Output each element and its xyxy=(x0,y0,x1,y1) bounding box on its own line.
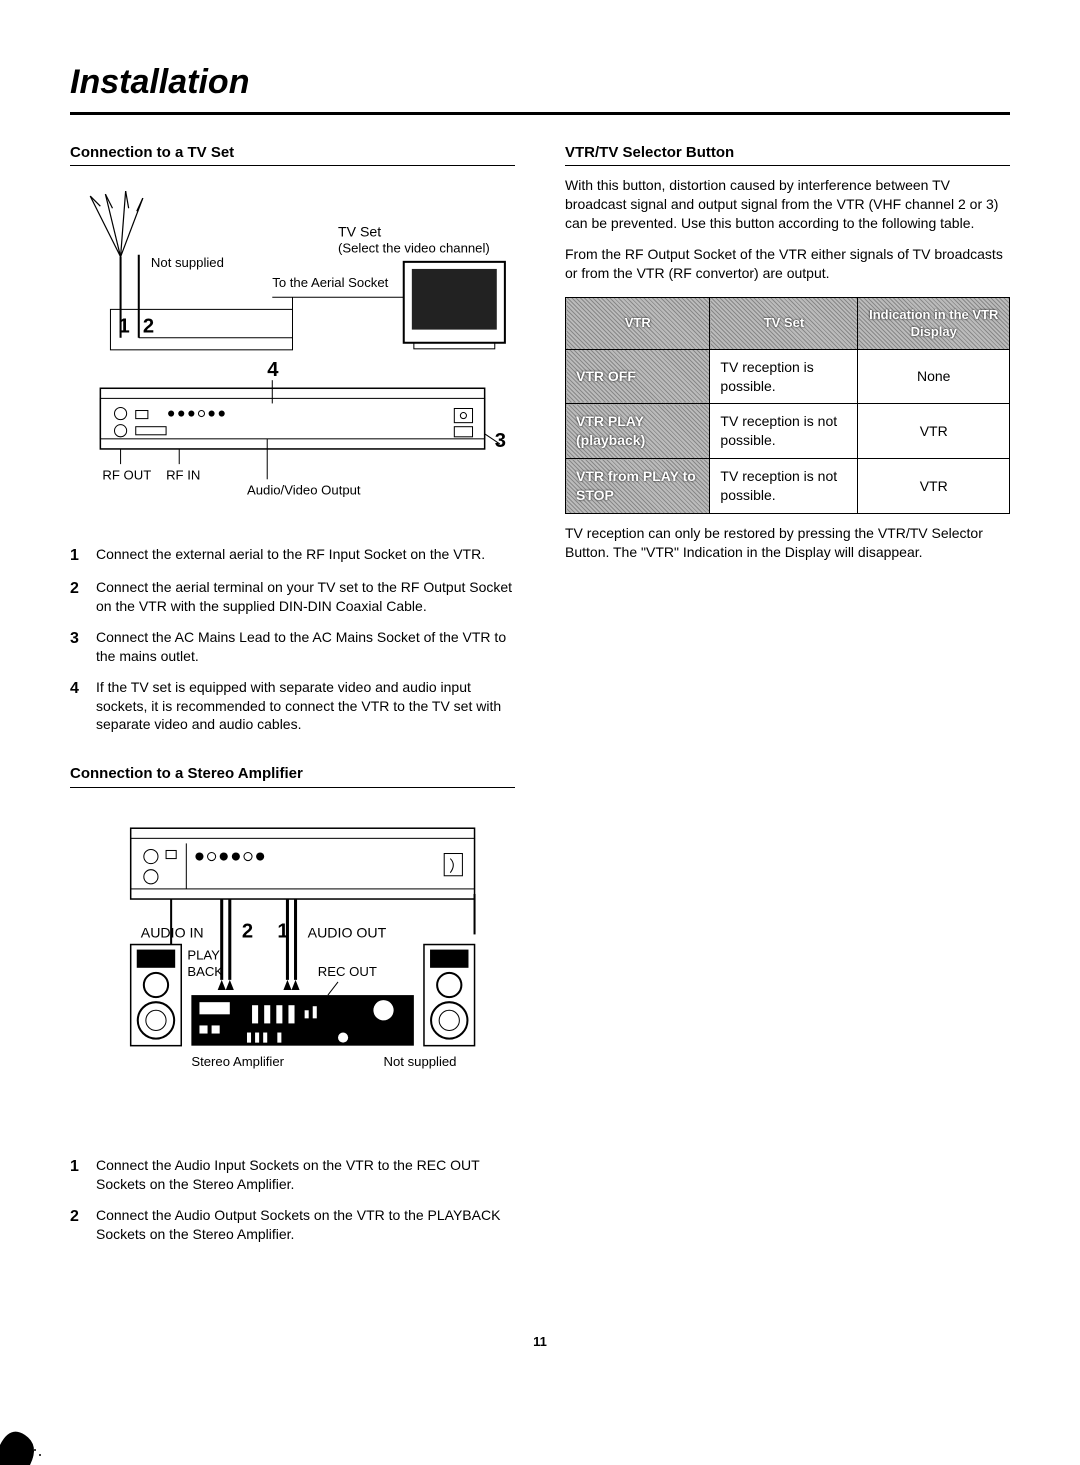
step-text: If the TV set is equipped with separate … xyxy=(96,678,515,735)
callout-4: 4 xyxy=(267,359,279,381)
amp-callout-1: 1 xyxy=(277,920,288,942)
callout-2: 2 xyxy=(143,316,154,338)
label-play: PLAY xyxy=(187,947,220,962)
tvset-diagram: Not supplied TV Set (Select the video ch… xyxy=(70,186,515,500)
step-num: 3 xyxy=(70,628,96,666)
label-rfin: RF IN xyxy=(166,467,200,482)
right-column: VTR/TV Selector Button With this button,… xyxy=(565,143,1010,1274)
callout-3: 3 xyxy=(495,430,506,452)
left-column: Connection to a TV Set Not supplied TV S… xyxy=(70,143,515,1274)
selector-para1: With this button, distortion caused by i… xyxy=(565,176,1010,233)
label-to-aerial: To the Aerial Socket xyxy=(272,275,388,290)
cell-disp: VTR xyxy=(858,404,1010,459)
label-not-supplied-2: Not supplied xyxy=(384,1054,457,1069)
th-vtr: VTR xyxy=(566,297,710,349)
label-recout: REC OUT xyxy=(318,964,377,979)
selector-heading: VTR/TV Selector Button xyxy=(565,143,1010,166)
label-audio-in: AUDIO IN xyxy=(141,924,204,940)
label-rfout: RF OUT xyxy=(102,467,151,482)
tvset-heading: Connection to a TV Set xyxy=(70,143,515,166)
step-text: Connect the external aerial to the RF In… xyxy=(96,545,515,567)
selector-para2: From the RF Output Socket of the VTR eit… xyxy=(565,245,1010,283)
two-column-layout: Connection to a TV Set Not supplied TV S… xyxy=(70,143,1010,1274)
page-title: Installation xyxy=(70,60,1010,115)
step-num: 1 xyxy=(70,1156,96,1194)
label-tvset: TV Set xyxy=(338,224,381,240)
cell-mode: VTR from PLAY to STOP xyxy=(566,459,710,514)
amp-callout-2: 2 xyxy=(242,920,253,942)
table-row: VTR from PLAY to STOP TV reception is no… xyxy=(566,459,1010,514)
label-avout: Audio/Video Output xyxy=(247,483,361,498)
page-number: 11 xyxy=(70,1333,1010,1351)
step-text: Connect the Audio Input Sockets on the V… xyxy=(96,1156,515,1194)
cell-disp: None xyxy=(858,349,1010,404)
corner-artifact-icon xyxy=(0,1405,60,1465)
cell-tv: TV reception is not possible. xyxy=(710,404,858,459)
step-text: Connect the AC Mains Lead to the AC Main… xyxy=(96,628,515,666)
amp-diagram: AUDIO IN AUDIO OUT 2 1 PLAY BACK REC OUT xyxy=(70,808,515,1111)
step-text: Connect the aerial terminal on your TV s… xyxy=(96,578,515,616)
cell-mode: VTR OFF xyxy=(566,349,710,404)
label-select-channel: (Select the video channel) xyxy=(338,241,490,256)
selector-para3: TV reception can only be restored by pre… xyxy=(565,524,1010,562)
label-not-supplied: Not supplied xyxy=(151,255,224,270)
callout-1: 1 xyxy=(119,316,130,338)
step-num: 2 xyxy=(70,1206,96,1244)
label-audio-out: AUDIO OUT xyxy=(308,924,387,940)
amp-heading: Connection to a Stereo Amplifier xyxy=(70,764,515,787)
table-row: VTR PLAY (playback) TV reception is not … xyxy=(566,404,1010,459)
th-tvset: TV Set xyxy=(710,297,858,349)
th-display: Indication in the VTR Display xyxy=(858,297,1010,349)
tvset-steps: 1Connect the external aerial to the RF I… xyxy=(70,545,515,735)
cell-mode: VTR PLAY (playback) xyxy=(566,404,710,459)
label-back: BACK xyxy=(187,964,223,979)
amp-steps: 1Connect the Audio Input Sockets on the … xyxy=(70,1156,515,1244)
step-num: 4 xyxy=(70,678,96,735)
cell-tv: TV reception is possible. xyxy=(710,349,858,404)
label-stereo-amp: Stereo Amplifier xyxy=(191,1054,284,1069)
table-row: VTR OFF TV reception is possible. None xyxy=(566,349,1010,404)
vtr-table: VTR TV Set Indication in the VTR Display… xyxy=(565,297,1010,514)
cell-disp: VTR xyxy=(858,459,1010,514)
step-num: 2 xyxy=(70,578,96,616)
step-text: Connect the Audio Output Sockets on the … xyxy=(96,1206,515,1244)
cell-tv: TV reception is not possible. xyxy=(710,459,858,514)
step-num: 1 xyxy=(70,545,96,567)
